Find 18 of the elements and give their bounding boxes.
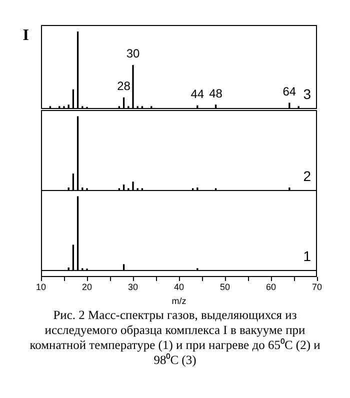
- x-tick-label: 50: [220, 282, 230, 292]
- annotation: 30: [126, 46, 140, 61]
- annotation: 28: [117, 79, 131, 94]
- x-axis-title: m/z: [172, 296, 187, 306]
- x-tick-label: 10: [36, 282, 46, 292]
- y-axis-title: I: [22, 27, 29, 44]
- series-label: 2: [303, 168, 312, 184]
- series-label: 3: [303, 86, 312, 102]
- text: Рис. 2 Масс-спектры газов, выделяющихся из исследуемого образца комплекса I в вакууме при комнатной температуре (1) и при нагреве до 65⁰С (2) и 98⁰С (3): [28, 308, 322, 368]
- annotation: 44: [190, 87, 204, 102]
- x-tick-label: 70: [312, 282, 322, 292]
- annotation: 64: [282, 84, 296, 98]
- x-tick-label: 20: [82, 282, 92, 292]
- x-tick-label: 60: [266, 282, 276, 292]
- text: 1: [303, 248, 312, 264]
- x-tick-label: 40: [174, 282, 184, 292]
- x-tick-label: 30: [128, 282, 138, 292]
- annotation: 48: [209, 86, 223, 100]
